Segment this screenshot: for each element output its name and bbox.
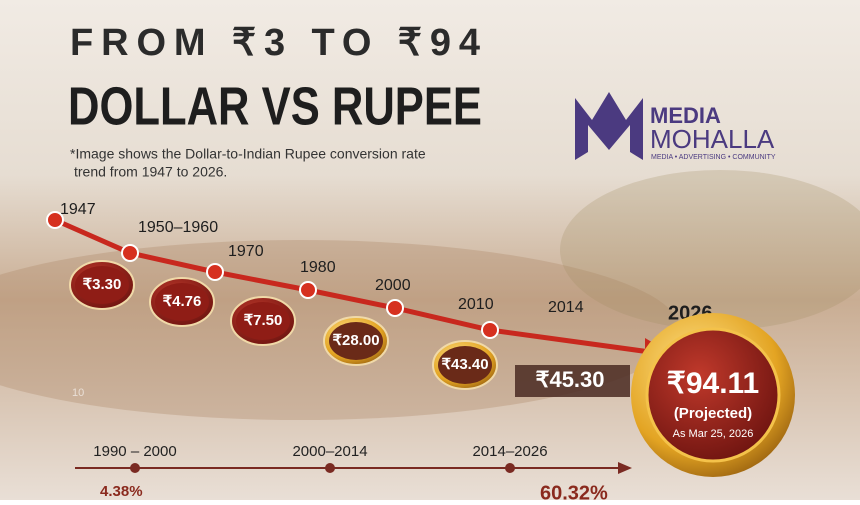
year-label: 2014 xyxy=(548,299,584,316)
year-label: 1950–1960 xyxy=(138,219,218,236)
banner-value: ₹45.30 xyxy=(535,367,604,392)
period-label: 2000–2014 xyxy=(292,443,367,460)
coin-value: ₹3.30 xyxy=(83,276,122,293)
year-label: 1970 xyxy=(228,243,264,260)
texture xyxy=(560,170,860,330)
timeline-dot xyxy=(130,463,140,473)
coin-value: ₹43.40 xyxy=(441,356,488,373)
projection-label: (Projected) xyxy=(674,405,752,422)
trend-dot xyxy=(299,281,317,299)
year-label: 1947 xyxy=(60,201,96,218)
logo-word: MOHALLA xyxy=(650,124,775,154)
note: *Image shows the Dollar-to-Indian Rupee … xyxy=(70,146,426,162)
projection-value: ₹94.11 xyxy=(667,367,760,400)
change-label: 4.38% xyxy=(100,483,143,500)
trend-dot xyxy=(386,299,404,317)
change-label: 60.32% xyxy=(540,482,608,500)
timeline-arrow xyxy=(618,462,632,474)
logo-tagline: MEDIA • ADVERTISING • COMMUNITY xyxy=(651,154,776,161)
trend-dot xyxy=(481,321,499,339)
note: trend from 1947 to 2026. xyxy=(74,164,227,180)
coin-inner xyxy=(438,346,492,384)
timeline-dot xyxy=(505,463,515,473)
coin-inner xyxy=(155,283,209,321)
title-main: DOLLAR VS RUPEE xyxy=(68,76,482,136)
banner xyxy=(515,365,630,397)
projection-date: As Mar 25, 2026 xyxy=(673,428,754,440)
year-label: 2000 xyxy=(375,277,411,294)
coin-inner xyxy=(329,322,383,360)
coin-value: ₹4.76 xyxy=(163,293,202,310)
coin-inner xyxy=(236,302,290,340)
trend-dot xyxy=(206,263,224,281)
trend-dot xyxy=(46,211,64,229)
period-label: 1990 – 2000 xyxy=(93,443,176,460)
timeline-dot xyxy=(325,463,335,473)
title-top: FROM ₹3 TO ₹94 xyxy=(70,22,480,64)
year-label: 1980 xyxy=(300,259,336,276)
coin-value: ₹7.50 xyxy=(244,312,283,329)
projection-inner xyxy=(645,327,781,463)
logo-mark xyxy=(575,92,643,160)
trend-dot xyxy=(121,244,139,262)
logo: MEDIA MOHALLA MEDIA • ADVERTISING • COMM… xyxy=(575,92,776,161)
year-label: 2010 xyxy=(458,296,494,313)
coin-inner xyxy=(75,266,129,304)
period-label: 2014–2026 xyxy=(472,443,547,460)
faint-mark: 10 xyxy=(72,387,84,399)
coin-value: ₹28.00 xyxy=(332,332,379,349)
logo-word: MEDIA xyxy=(650,103,721,128)
